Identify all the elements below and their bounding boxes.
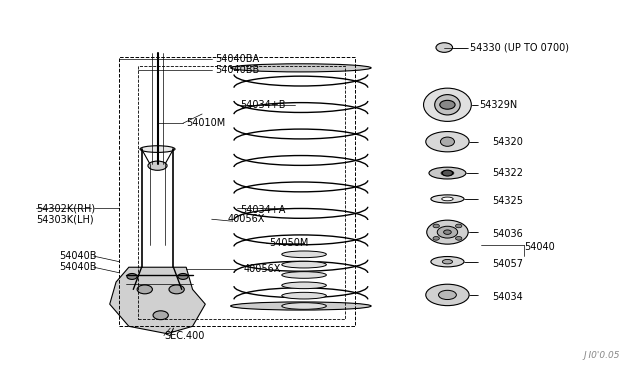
Text: 40056X: 40056X: [228, 214, 265, 224]
Ellipse shape: [442, 260, 452, 264]
Ellipse shape: [230, 302, 371, 310]
Circle shape: [440, 100, 455, 109]
Text: 54050M: 54050M: [269, 238, 308, 248]
Text: 54036: 54036: [492, 229, 523, 239]
Ellipse shape: [440, 137, 454, 146]
Circle shape: [178, 273, 188, 279]
Circle shape: [436, 43, 452, 52]
Text: 54010M: 54010M: [186, 118, 225, 128]
Text: 54034+A: 54034+A: [241, 205, 285, 215]
Ellipse shape: [282, 261, 326, 268]
Circle shape: [153, 311, 168, 320]
Circle shape: [456, 224, 462, 228]
Text: J I0'0.05: J I0'0.05: [583, 350, 620, 359]
Text: 54329N: 54329N: [479, 100, 518, 110]
Text: 54034+B: 54034+B: [241, 100, 286, 110]
Circle shape: [169, 285, 184, 294]
Text: SEC.400: SEC.400: [164, 331, 204, 340]
Text: 54040B: 54040B: [59, 262, 96, 272]
Ellipse shape: [437, 226, 458, 238]
Ellipse shape: [140, 146, 175, 153]
Ellipse shape: [431, 257, 464, 267]
Ellipse shape: [438, 290, 456, 299]
Polygon shape: [109, 267, 205, 334]
Ellipse shape: [426, 132, 469, 152]
Circle shape: [433, 224, 440, 228]
Ellipse shape: [282, 282, 326, 289]
Circle shape: [456, 237, 462, 240]
Ellipse shape: [282, 272, 326, 278]
Text: 54302K(RH): 54302K(RH): [36, 203, 95, 213]
Ellipse shape: [435, 94, 460, 115]
Ellipse shape: [431, 195, 464, 203]
Ellipse shape: [444, 230, 451, 234]
Text: 54034: 54034: [492, 292, 523, 302]
Circle shape: [442, 170, 452, 176]
Ellipse shape: [424, 88, 471, 121]
Text: 54303K(LH): 54303K(LH): [36, 214, 94, 224]
Ellipse shape: [148, 161, 167, 170]
Ellipse shape: [282, 251, 326, 258]
Text: 40056X: 40056X: [244, 264, 281, 274]
Ellipse shape: [427, 220, 468, 244]
Text: 54330 (UP TO 0700): 54330 (UP TO 0700): [470, 42, 569, 52]
Text: 54040B: 54040B: [59, 251, 96, 261]
Bar: [119, 57, 355, 326]
Ellipse shape: [230, 64, 371, 72]
Text: 54040: 54040: [524, 242, 555, 252]
Text: 54325: 54325: [492, 196, 523, 206]
Ellipse shape: [441, 170, 454, 176]
Text: 54320: 54320: [492, 137, 523, 147]
Ellipse shape: [282, 292, 326, 299]
Ellipse shape: [442, 197, 453, 201]
Text: 54057: 54057: [492, 259, 523, 269]
Text: 54040BA: 54040BA: [215, 54, 259, 64]
Ellipse shape: [282, 303, 326, 310]
Circle shape: [137, 285, 152, 294]
Circle shape: [433, 237, 440, 240]
Text: 54322: 54322: [492, 168, 523, 178]
Bar: [138, 66, 346, 319]
Text: 54040BB: 54040BB: [215, 65, 259, 75]
Circle shape: [127, 273, 137, 279]
Ellipse shape: [429, 167, 466, 179]
Ellipse shape: [426, 284, 469, 306]
